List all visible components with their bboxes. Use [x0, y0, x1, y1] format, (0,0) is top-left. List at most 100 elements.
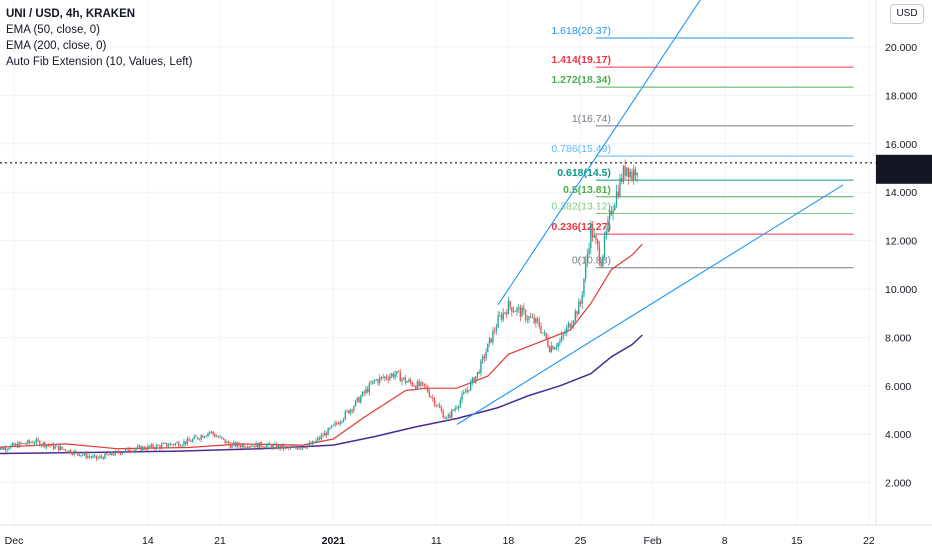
candle-body — [530, 316, 532, 318]
candle-body — [593, 234, 595, 238]
candle-body — [272, 445, 274, 449]
candle-body — [416, 381, 419, 389]
candle-body — [135, 448, 137, 450]
candle-body — [358, 397, 360, 403]
candle-body — [92, 455, 94, 458]
candle-body — [373, 380, 376, 382]
candle-body — [181, 444, 183, 446]
candle-body — [569, 323, 571, 328]
legend-symbol-title[interactable]: UNI / USD, 4h, KRAKEN — [6, 8, 136, 20]
candle-body — [485, 352, 487, 359]
candle-body — [253, 445, 256, 448]
candle-body — [449, 414, 451, 418]
candle-body — [471, 377, 474, 382]
candle-body — [440, 408, 443, 411]
candle-body — [397, 371, 400, 372]
candle-body — [468, 389, 470, 391]
candle-body — [277, 445, 280, 449]
candle-body — [239, 445, 242, 447]
candle-body — [236, 442, 238, 447]
candle-body — [502, 312, 504, 320]
candle-body — [353, 406, 355, 411]
candle-body — [341, 421, 343, 423]
chart-legend: UNI / USD, 4h, KRAKEN EMA (50, close, 0)… — [6, 6, 192, 70]
candle-body — [176, 442, 178, 444]
time-axis[interactable]: Dec 14 21 2021 11 18 25 Feb 8 15 22 — [0, 524, 932, 550]
candle-body — [257, 442, 259, 448]
candle-body — [209, 432, 211, 434]
fib-level-label: 1.618(20.37) — [551, 25, 611, 37]
candle-body — [109, 452, 111, 455]
candle-body — [384, 376, 386, 378]
candle-body — [543, 332, 546, 334]
candle-body — [179, 445, 182, 447]
price-tick-label: 14.000 — [885, 187, 917, 199]
candle-body — [456, 407, 458, 409]
candle-body — [370, 383, 372, 385]
candle-body — [550, 346, 553, 352]
candle-body — [289, 447, 292, 448]
candle-body — [521, 307, 523, 317]
legend-auto-fib[interactable]: Auto Fib Extension (10, Values, Left) — [6, 56, 193, 68]
candle-body — [6, 449, 8, 451]
legend-ema-50[interactable]: EMA (50, close, 0) — [6, 24, 100, 36]
candle-body — [518, 307, 520, 308]
currency-button[interactable]: USD — [890, 4, 924, 24]
candle-body — [298, 448, 300, 450]
trend-channel[interactable] — [456, 0, 844, 425]
price-tick-label: 6.000 — [885, 381, 911, 393]
candle-body — [188, 438, 190, 442]
candle-body — [435, 405, 437, 406]
candle-body — [406, 381, 408, 383]
candle-body — [42, 442, 44, 445]
price-axis[interactable]: 2.000 4.000 6.000 8.000 10.000 12.000 14.000 16… — [875, 0, 932, 550]
candle-body — [562, 334, 565, 336]
candle-body — [306, 445, 309, 448]
candle-body — [299, 448, 302, 450]
candle-body — [509, 301, 511, 308]
candle-body — [281, 444, 283, 449]
candle-body — [85, 452, 87, 458]
candle-body — [504, 312, 506, 314]
candle-body — [444, 417, 446, 419]
candle-body — [488, 338, 491, 344]
candle-body — [421, 382, 424, 384]
candle-body — [25, 443, 27, 445]
candle-body — [226, 441, 228, 444]
candle-body — [160, 444, 163, 449]
legend-ema-200[interactable]: EMA (200, close, 0) — [6, 40, 107, 52]
candle-body — [193, 436, 195, 440]
candle-body — [265, 445, 268, 448]
candle-body — [439, 405, 441, 409]
candle-body — [487, 343, 489, 353]
candle-body — [636, 172, 638, 176]
candle-body — [361, 391, 364, 397]
candle-body — [23, 443, 25, 444]
candle-body — [88, 456, 91, 457]
candle-body — [433, 398, 436, 406]
candle-body — [634, 169, 637, 176]
fib-level-label: 0.236(12.27) — [551, 221, 611, 233]
candle-body — [600, 261, 602, 267]
candle-body — [579, 301, 582, 304]
candle-body — [99, 456, 101, 458]
candle-body — [301, 447, 304, 449]
candle-body — [385, 376, 388, 379]
candle-body — [150, 444, 153, 447]
candle-body — [336, 422, 338, 424]
candle-body — [11, 443, 13, 446]
candle-body — [360, 396, 362, 403]
candle-body — [260, 442, 262, 447]
candle-body — [124, 449, 127, 452]
candle-body — [378, 377, 381, 383]
candle-body — [497, 315, 499, 328]
candle-body — [454, 408, 456, 411]
candle-body — [121, 452, 123, 455]
candle-body — [603, 235, 606, 256]
candle-body — [251, 445, 254, 447]
candle-body — [18, 442, 20, 448]
candle-body — [224, 439, 226, 444]
candle-body — [607, 219, 609, 231]
candle-body — [554, 347, 556, 350]
